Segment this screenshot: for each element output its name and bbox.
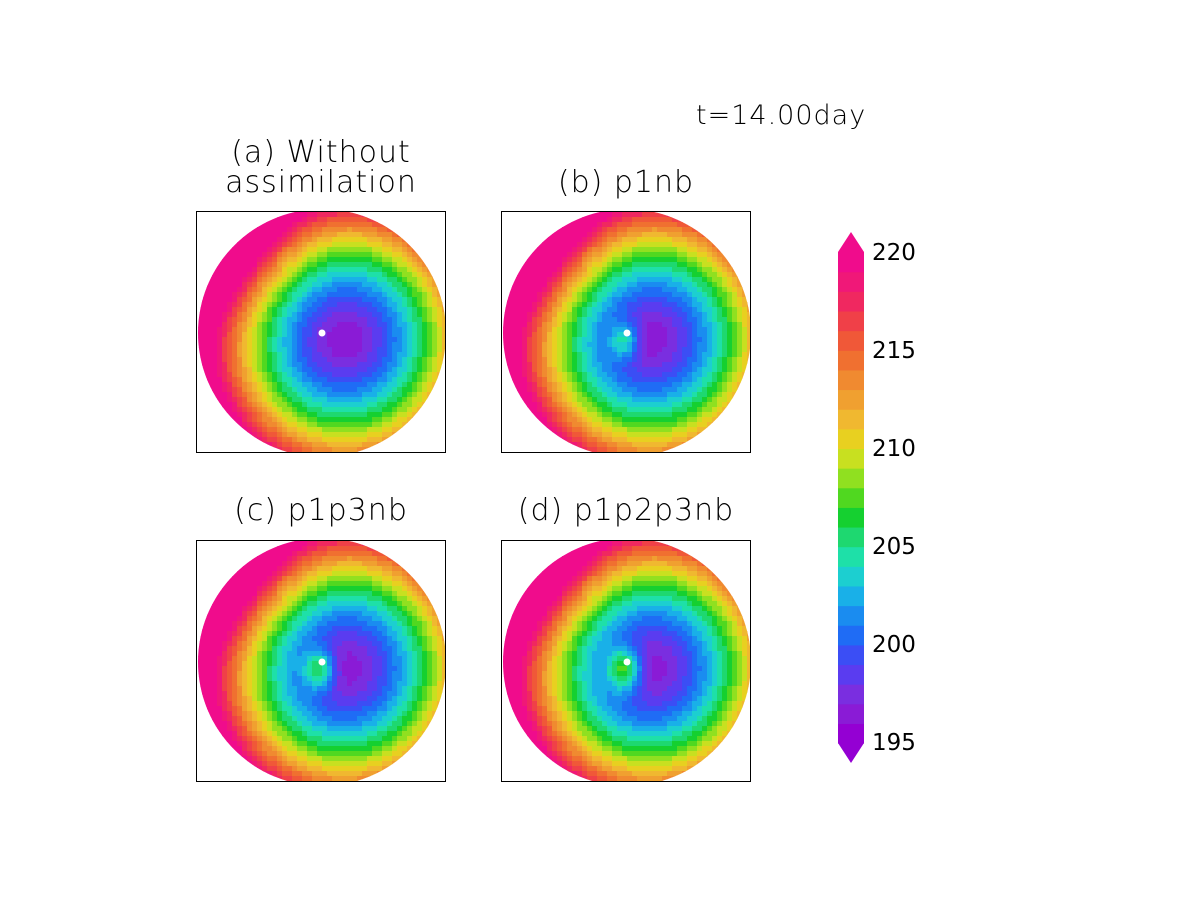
colorbar-segment bbox=[838, 291, 864, 312]
colorbar-segment bbox=[838, 664, 864, 685]
polar-map-c bbox=[198, 541, 445, 781]
colorbar-segment bbox=[838, 468, 864, 489]
colorbar-segment bbox=[838, 684, 864, 705]
colorbar-label-220: 220 bbox=[872, 240, 916, 266]
pole-marker bbox=[623, 658, 631, 666]
colorbar-segment bbox=[838, 330, 864, 351]
colorbar-label-200: 200 bbox=[872, 632, 916, 658]
temperature-field bbox=[503, 541, 750, 781]
colorbar-segment bbox=[838, 723, 864, 744]
colorbar-segment bbox=[838, 389, 864, 410]
colorbar-segment bbox=[838, 428, 864, 449]
colorbar bbox=[838, 232, 864, 763]
colorbar-segment bbox=[838, 605, 864, 626]
colorbar-segment bbox=[838, 703, 864, 724]
colorbar-segment bbox=[838, 448, 864, 469]
colorbar-segment bbox=[838, 409, 864, 430]
map-panel-d bbox=[501, 540, 751, 782]
panel-title-a-line1: (a) Without bbox=[231, 135, 411, 170]
colorbar-extend-max bbox=[838, 232, 864, 252]
panel-title-d: (d) p1p2p3nb bbox=[517, 493, 735, 528]
colorbar-segment bbox=[838, 252, 864, 273]
colorbar-segment bbox=[838, 566, 864, 587]
colorbar-segment bbox=[838, 625, 864, 646]
colorbar-segment bbox=[838, 526, 864, 548]
colorbar-segment bbox=[838, 644, 864, 666]
pole-marker bbox=[318, 658, 326, 666]
colorbar-segment bbox=[838, 546, 864, 567]
colorbar-segment bbox=[838, 507, 864, 528]
panel-title-a: (a) Without assimilation bbox=[196, 138, 446, 198]
colorbar-segment bbox=[838, 585, 864, 607]
time-label: t=14.00day bbox=[696, 100, 867, 131]
pole-marker bbox=[318, 329, 326, 337]
colorbar-label-195: 195 bbox=[872, 730, 916, 756]
colorbar-extend-min bbox=[838, 743, 864, 763]
colorbar-segment bbox=[838, 369, 864, 391]
map-panel-b bbox=[501, 211, 751, 453]
colorbar-segment bbox=[838, 310, 864, 332]
panel-title-a-line2: assimilation bbox=[225, 165, 417, 200]
polar-map-b bbox=[503, 212, 750, 452]
colorbar-label-205: 205 bbox=[872, 534, 916, 560]
colorbar-label-215: 215 bbox=[872, 338, 916, 364]
colorbar-segment bbox=[838, 487, 864, 508]
polar-map-a bbox=[198, 212, 445, 452]
colorbar-segment bbox=[838, 350, 864, 371]
panel-title-b: (b) p1nb bbox=[557, 165, 695, 200]
pole-marker bbox=[623, 329, 631, 337]
map-panel-a bbox=[196, 211, 446, 453]
colorbar-label-210: 210 bbox=[872, 436, 916, 462]
colorbar-segment bbox=[838, 271, 864, 292]
panel-title-c: (c) p1p3nb bbox=[234, 493, 408, 528]
map-panel-c bbox=[196, 540, 446, 782]
polar-map-d bbox=[503, 541, 750, 781]
